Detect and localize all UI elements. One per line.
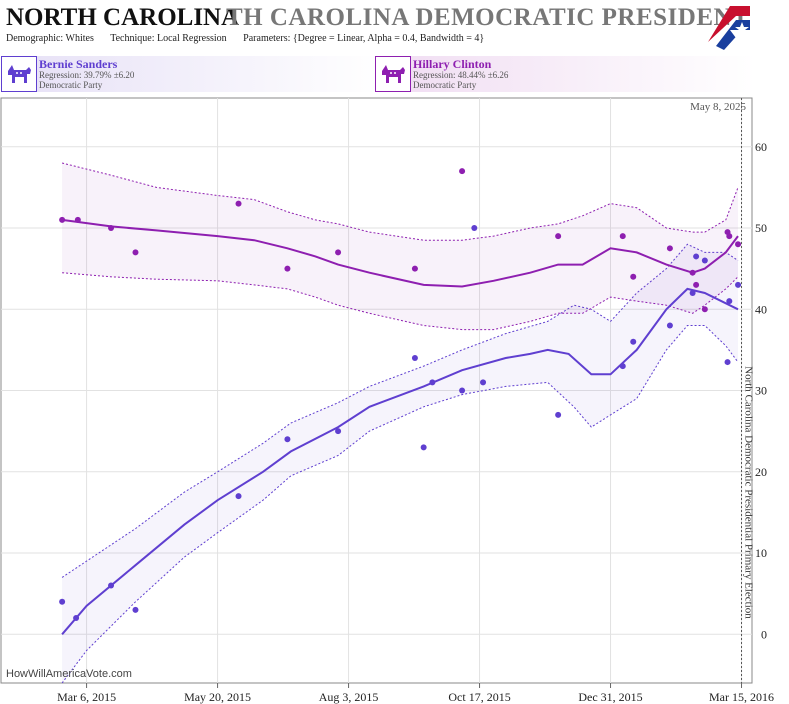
data-point-sanders xyxy=(420,444,427,451)
data-point-sanders xyxy=(724,359,731,366)
data-point-clinton xyxy=(701,306,708,313)
x-tick-label: Mar 6, 2015 xyxy=(57,690,116,704)
data-point-clinton xyxy=(666,245,673,252)
data-point-sanders xyxy=(619,363,626,370)
parameters-label: Parameters: {Degree = Linear, Alpha = 0.… xyxy=(243,33,485,44)
y-tick-label: 0 xyxy=(761,627,767,641)
data-point-sanders xyxy=(429,379,436,386)
data-point-clinton xyxy=(132,249,139,256)
data-point-sanders xyxy=(132,606,139,613)
data-point-sanders xyxy=(235,493,242,500)
data-point-clinton xyxy=(459,168,466,175)
data-point-clinton xyxy=(735,241,742,248)
data-point-sanders xyxy=(689,290,696,296)
data-point-sanders xyxy=(555,411,562,418)
x-tick-label: Oct 17, 2015 xyxy=(448,690,510,704)
candidate-card-sanders: Bernie Sanders Regression: 39.79% ±6.20 … xyxy=(1,56,381,92)
technique-label: Technique: Local Regression xyxy=(110,33,227,44)
y-tick-label: 50 xyxy=(755,221,767,235)
event-label: North Carolina Democratic Presidential P… xyxy=(743,366,755,619)
data-point-clinton xyxy=(619,233,626,240)
data-point-clinton xyxy=(284,265,291,272)
candidate-name: Hillary Clinton xyxy=(413,57,492,71)
data-point-clinton xyxy=(59,216,66,223)
data-point-sanders xyxy=(480,379,487,386)
candidate-party: Democratic Party xyxy=(39,80,103,90)
upper-bound-sanders xyxy=(61,243,739,578)
candidate-name: Bernie Sanders xyxy=(39,57,118,71)
parameters-line: Demographic: Whites Technique: Local Reg… xyxy=(6,33,498,44)
data-point-sanders xyxy=(471,225,478,231)
data-point-sanders xyxy=(666,322,673,329)
y-tick-label: 60 xyxy=(755,140,767,154)
y-tick-label: 20 xyxy=(755,465,767,479)
data-point-sanders xyxy=(735,281,742,288)
data-point-clinton xyxy=(693,281,700,288)
data-point-sanders xyxy=(630,338,637,345)
data-point-sanders xyxy=(411,355,418,361)
candidate-card-clinton: Hillary Clinton Regression: 48.44% ±6.26… xyxy=(375,56,755,92)
data-point-clinton xyxy=(630,273,637,280)
data-point-clinton xyxy=(335,249,342,256)
data-point-sanders xyxy=(284,436,291,443)
trend-line-sanders xyxy=(61,287,739,635)
confidence-band-clinton xyxy=(62,163,739,330)
data-point-sanders xyxy=(693,253,700,260)
date-label: May 8, 2025 xyxy=(690,101,746,113)
candidate-party: Democratic Party xyxy=(413,80,477,90)
data-point-clinton xyxy=(726,233,733,240)
header: NORTH CAROLINA TH CAROLINA DEMOCRATIC PR… xyxy=(0,0,750,52)
demographic-label: Demographic: Whites xyxy=(6,33,94,44)
x-tick-label: Dec 31, 2015 xyxy=(578,690,642,704)
trend-line-clinton xyxy=(61,218,739,288)
data-point-sanders xyxy=(335,428,342,435)
x-tick-label: Mar 15, 2016 xyxy=(709,690,774,704)
data-point-clinton xyxy=(411,265,418,272)
data-point-sanders xyxy=(459,387,466,394)
data-point-clinton xyxy=(555,233,562,240)
y-tick-label: 40 xyxy=(755,302,767,316)
page-title: NORTH CAROLINA xyxy=(6,4,240,31)
chart: 0 10 20 30 40 50 60 Mar 6, 2015 May 20, 2015 Aug … xyxy=(0,97,774,704)
data-point-clinton xyxy=(689,269,696,276)
candidate-regression: Regression: 48.44% ±6.26 xyxy=(413,70,509,80)
data-point-clinton xyxy=(235,200,242,207)
data-point-sanders xyxy=(108,582,115,589)
data-point-clinton xyxy=(74,216,81,223)
data-point-sanders xyxy=(73,615,80,621)
upper-bound-clinton xyxy=(61,162,739,241)
data-point-sanders xyxy=(726,298,733,305)
donkey-icon xyxy=(1,56,37,92)
x-tick-label: Aug 3, 2015 xyxy=(319,690,379,704)
data-point-clinton xyxy=(108,225,115,231)
data-point-sanders xyxy=(59,598,66,605)
y-tick-label: 10 xyxy=(755,546,767,560)
x-tick-label: May 20, 2015 xyxy=(184,690,251,704)
page-title-ghost: TH CAROLINA DEMOCRATIC PRESIDENTIAL I xyxy=(226,4,750,31)
y-tick-label: 30 xyxy=(755,384,767,398)
watermark: HowWillAmericaVote.com xyxy=(6,668,132,680)
lower-bound-sanders xyxy=(61,325,739,684)
flag-logo-icon xyxy=(708,6,750,50)
lower-bound-clinton xyxy=(62,272,739,331)
data-point-sanders xyxy=(701,257,708,264)
donkey-icon xyxy=(375,56,411,92)
candidate-regression: Regression: 39.79% ±6.20 xyxy=(39,70,135,80)
